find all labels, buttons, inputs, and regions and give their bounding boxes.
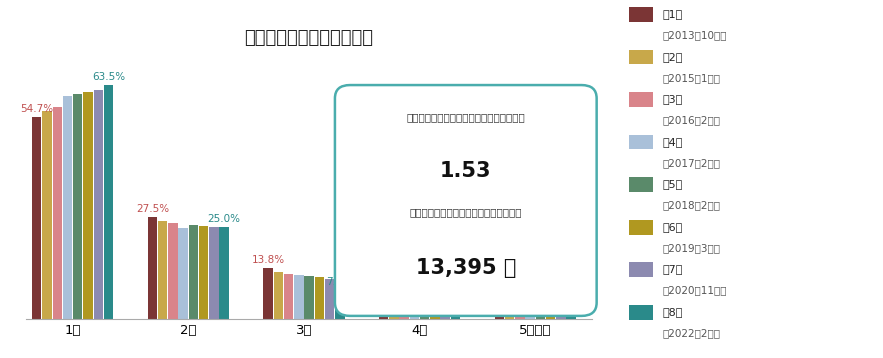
Bar xyxy=(630,92,653,107)
Bar xyxy=(325,279,335,319)
Text: （2020年11月）: （2020年11月） xyxy=(663,286,728,296)
Bar xyxy=(104,85,113,319)
Text: 第7回: 第7回 xyxy=(663,264,683,274)
Bar xyxy=(73,94,82,319)
Bar xyxy=(556,314,565,319)
Bar xyxy=(399,308,409,319)
Bar xyxy=(168,223,177,319)
Bar xyxy=(630,135,653,149)
Bar xyxy=(494,315,504,319)
Bar xyxy=(410,309,419,319)
Bar xyxy=(314,277,324,319)
Bar xyxy=(263,268,273,319)
Bar xyxy=(189,225,198,319)
Bar xyxy=(83,92,93,319)
Text: 7.9%: 7.9% xyxy=(327,277,353,287)
FancyBboxPatch shape xyxy=(335,85,597,316)
Bar xyxy=(630,177,653,192)
Bar xyxy=(220,227,229,319)
Bar xyxy=(63,96,72,319)
Text: 63.5%: 63.5% xyxy=(92,72,125,82)
Text: 第4回: 第4回 xyxy=(663,137,683,147)
Text: 子ども一人あたりのおけいこ事数の平均：: 子ども一人あたりのおけいこ事数の平均： xyxy=(406,112,525,122)
Text: 3.0%: 3.0% xyxy=(371,295,396,305)
Bar xyxy=(420,310,429,319)
Bar xyxy=(441,310,450,319)
Bar xyxy=(158,221,168,319)
Bar xyxy=(430,310,440,319)
Text: 第5回: 第5回 xyxy=(663,179,683,189)
Text: （2017年2月）: （2017年2月） xyxy=(663,158,721,168)
Text: 13.8%: 13.8% xyxy=(252,255,284,265)
Bar xyxy=(274,271,283,319)
Bar xyxy=(630,305,653,320)
Bar xyxy=(32,117,42,319)
Text: 13,395 円: 13,395 円 xyxy=(416,258,516,278)
Bar xyxy=(525,315,535,319)
Title: させているおけいこ事の数: させているおけいこ事の数 xyxy=(245,29,374,47)
Text: 2.4%: 2.4% xyxy=(442,297,469,307)
Bar xyxy=(294,275,304,319)
Text: 第2回: 第2回 xyxy=(663,52,683,62)
Text: （2013年10月）: （2013年10月） xyxy=(663,30,728,40)
Text: 第3回: 第3回 xyxy=(663,94,683,104)
Text: （2018年2月）: （2018年2月） xyxy=(663,200,721,211)
Text: 27.5%: 27.5% xyxy=(136,204,169,214)
Text: 第1回: 第1回 xyxy=(663,9,683,19)
Bar xyxy=(450,310,460,319)
Bar xyxy=(566,314,576,319)
Text: 1.2%: 1.2% xyxy=(558,301,585,311)
Bar xyxy=(536,315,545,319)
Bar xyxy=(389,308,398,319)
Bar xyxy=(199,226,208,319)
Text: （2019年3月）: （2019年3月） xyxy=(663,243,721,253)
Bar xyxy=(505,315,514,319)
Text: 1.53: 1.53 xyxy=(440,160,492,180)
Bar xyxy=(336,290,344,319)
Text: （2015年1月）: （2015年1月） xyxy=(663,73,721,83)
Bar xyxy=(94,91,103,319)
Text: 家計におけるおけいこ費用の平均月額：: 家計におけるおけいこ費用の平均月額： xyxy=(410,207,522,217)
Bar xyxy=(53,107,62,319)
Bar xyxy=(379,308,389,319)
Bar xyxy=(209,227,219,319)
Bar xyxy=(630,50,653,64)
Bar xyxy=(305,276,313,319)
Text: （2016年2月）: （2016年2月） xyxy=(663,115,721,125)
Bar xyxy=(515,315,525,319)
Bar xyxy=(546,314,555,319)
Bar xyxy=(178,228,188,319)
Bar xyxy=(42,111,52,319)
Bar xyxy=(283,274,293,319)
Bar xyxy=(630,262,653,277)
Text: （2022年2月）: （2022年2月） xyxy=(663,328,721,338)
Bar xyxy=(147,217,157,319)
Text: 1.0%: 1.0% xyxy=(487,302,512,312)
Text: 54.7%: 54.7% xyxy=(20,105,53,115)
Text: 第6回: 第6回 xyxy=(663,222,683,232)
Text: 25.0%: 25.0% xyxy=(208,214,241,224)
Bar xyxy=(630,220,653,234)
Bar xyxy=(630,7,653,22)
Text: 第8回: 第8回 xyxy=(663,307,683,317)
